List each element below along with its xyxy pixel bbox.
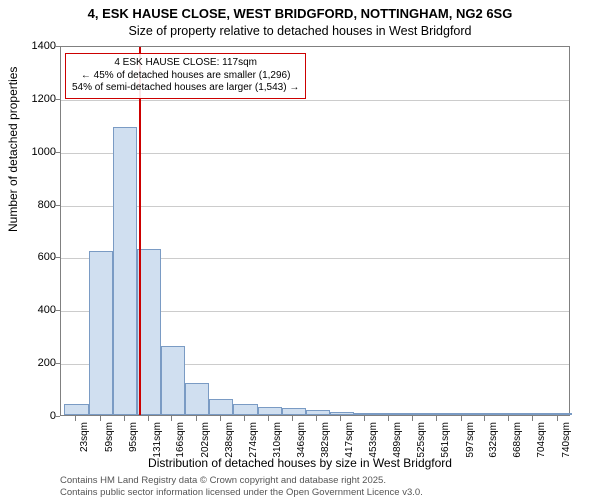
x-tick-label: 597sqm <box>465 422 476 458</box>
x-axis-label: Distribution of detached houses by size … <box>0 456 600 470</box>
grid-line <box>61 153 569 154</box>
x-tick-label: 704sqm <box>536 422 547 458</box>
x-tick-label: 202sqm <box>200 422 211 458</box>
y-tick-label: 600 <box>16 251 56 263</box>
x-tick-label: 561sqm <box>440 422 451 458</box>
histogram-bar <box>209 399 233 415</box>
histogram-bar <box>282 408 306 415</box>
chart-container: 4, ESK HAUSE CLOSE, WEST BRIDGFORD, NOTT… <box>0 0 600 500</box>
histogram-bar <box>548 413 572 415</box>
histogram-bar <box>378 413 402 415</box>
histogram-bar <box>523 413 547 415</box>
x-tick-label: 346sqm <box>296 422 307 458</box>
x-tick-label: 489sqm <box>392 422 403 458</box>
x-tick-mark <box>292 416 293 421</box>
y-tick-label: 1200 <box>16 93 56 105</box>
annotation-line2: ← 45% of detached houses are smaller (1,… <box>72 70 299 83</box>
x-tick-label: 668sqm <box>512 422 523 458</box>
x-tick-mark <box>436 416 437 421</box>
grid-line <box>61 100 569 101</box>
histogram-bar <box>185 383 209 415</box>
x-tick-mark <box>340 416 341 421</box>
x-tick-mark <box>124 416 125 421</box>
x-tick-mark <box>148 416 149 421</box>
y-tick-label: 0 <box>16 410 56 422</box>
histogram-bar <box>403 413 427 415</box>
annotation-line3: 54% of semi-detached houses are larger (… <box>72 82 299 95</box>
x-tick-mark <box>532 416 533 421</box>
x-tick-mark <box>171 416 172 421</box>
x-tick-mark <box>557 416 558 421</box>
x-tick-mark <box>412 416 413 421</box>
y-tick-label: 400 <box>16 304 56 316</box>
x-tick-label: 525sqm <box>416 422 427 458</box>
x-tick-mark <box>244 416 245 421</box>
grid-line <box>61 206 569 207</box>
x-tick-mark <box>364 416 365 421</box>
histogram-bar <box>499 413 523 415</box>
x-tick-label: 632sqm <box>488 422 499 458</box>
histogram-bar <box>354 413 378 415</box>
annotation-box: 4 ESK HAUSE CLOSE: 117sqm ← 45% of detac… <box>65 53 306 99</box>
histogram-bar <box>475 413 499 415</box>
x-tick-label: 95sqm <box>128 422 139 452</box>
x-tick-label: 274sqm <box>248 422 259 458</box>
x-tick-label: 59sqm <box>104 422 115 452</box>
x-tick-label: 417sqm <box>344 422 355 458</box>
x-tick-mark <box>196 416 197 421</box>
chart-title-sub: Size of property relative to detached ho… <box>0 24 600 38</box>
x-tick-label: 310sqm <box>272 422 283 458</box>
y-tick-label: 1400 <box>16 40 56 52</box>
histogram-bar <box>258 407 282 415</box>
footer-line1: Contains HM Land Registry data © Crown c… <box>60 475 386 486</box>
x-tick-label: 166sqm <box>175 422 186 458</box>
plot-area: 4 ESK HAUSE CLOSE: 117sqm ← 45% of detac… <box>60 46 570 416</box>
x-tick-label: 238sqm <box>224 422 235 458</box>
x-tick-mark <box>100 416 101 421</box>
annotation-line1: 4 ESK HAUSE CLOSE: 117sqm <box>72 57 299 70</box>
histogram-bar <box>113 127 137 415</box>
histogram-bar <box>89 251 113 415</box>
x-tick-mark <box>316 416 317 421</box>
x-tick-mark <box>461 416 462 421</box>
x-tick-label: 131sqm <box>152 422 163 458</box>
x-tick-mark <box>484 416 485 421</box>
y-tick-label: 1000 <box>16 146 56 158</box>
x-tick-mark <box>388 416 389 421</box>
chart-title-main: 4, ESK HAUSE CLOSE, WEST BRIDGFORD, NOTT… <box>0 6 600 21</box>
x-tick-label: 740sqm <box>561 422 572 458</box>
y-tick-mark <box>55 416 60 417</box>
footer-line2: Contains public sector information licen… <box>60 487 423 498</box>
x-tick-label: 453sqm <box>368 422 379 458</box>
histogram-bar <box>427 413 451 415</box>
x-tick-mark <box>508 416 509 421</box>
histogram-bar <box>233 404 257 415</box>
y-tick-label: 800 <box>16 199 56 211</box>
x-tick-mark <box>220 416 221 421</box>
y-tick-label: 200 <box>16 357 56 369</box>
histogram-bar <box>161 346 185 415</box>
histogram-bar <box>330 412 354 415</box>
histogram-bar <box>306 410 330 415</box>
reference-line-mark <box>139 47 141 415</box>
histogram-bar <box>451 413 475 415</box>
histogram-bar <box>64 404 88 415</box>
x-tick-mark <box>75 416 76 421</box>
x-tick-label: 382sqm <box>320 422 331 458</box>
x-tick-label: 23sqm <box>79 422 90 452</box>
x-tick-mark <box>268 416 269 421</box>
